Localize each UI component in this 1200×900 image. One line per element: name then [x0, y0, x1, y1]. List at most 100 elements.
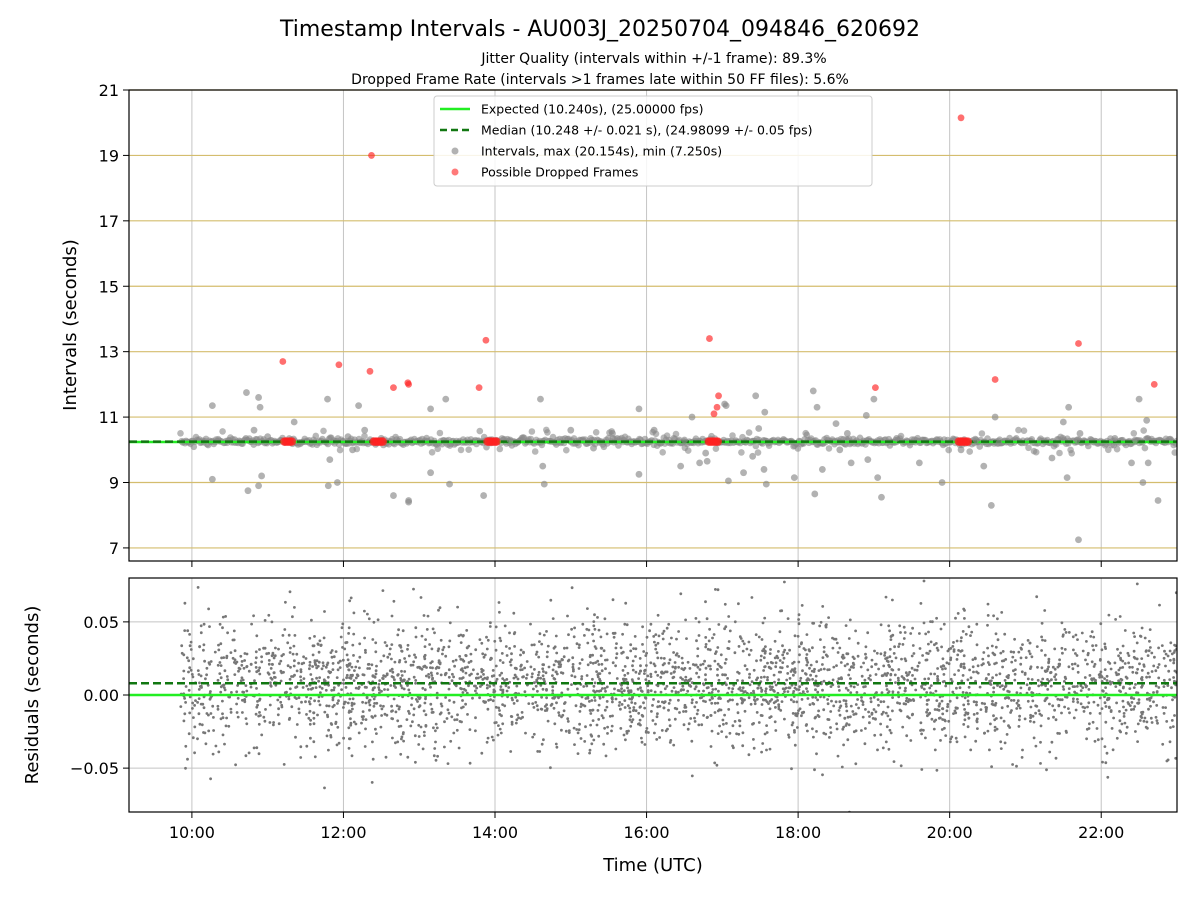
- residual-point: [341, 646, 344, 649]
- residual-point: [731, 687, 735, 691]
- residual-point: [1051, 704, 1055, 708]
- residual-point: [925, 703, 929, 706]
- dropped-frame-cluster-point: [963, 437, 973, 446]
- interval-outlier-point: [980, 462, 988, 470]
- interval-point: [752, 442, 760, 450]
- residual-point: [949, 647, 953, 650]
- residual-point: [227, 724, 231, 728]
- residual-point: [1049, 684, 1053, 688]
- residual-point: [435, 726, 439, 730]
- residual-point: [887, 747, 891, 751]
- residual-point: [313, 755, 317, 759]
- residual-point: [1101, 689, 1105, 693]
- residual-point: [585, 627, 589, 631]
- residual-point: [455, 718, 459, 721]
- interval-outlier-point: [324, 482, 332, 490]
- residual-point: [633, 702, 637, 705]
- residual-point: [313, 659, 317, 662]
- residual-point: [1149, 716, 1153, 720]
- residual-point: [901, 725, 905, 729]
- residual-point: [409, 724, 413, 728]
- residual-point: [993, 662, 996, 666]
- residual-point: [1168, 678, 1172, 681]
- residual-point: [286, 641, 290, 645]
- residual-point: [838, 646, 842, 650]
- residual-point: [1090, 677, 1093, 681]
- residual-point: [789, 698, 793, 702]
- residual-point: [754, 633, 758, 637]
- interval-outlier-point: [1154, 497, 1162, 504]
- residual-point: [762, 698, 765, 702]
- residual-point: [717, 678, 721, 682]
- residual-point: [774, 661, 778, 665]
- residual-point: [684, 675, 688, 679]
- residual-point: [219, 642, 223, 646]
- residual-point: [517, 716, 520, 720]
- residual-point: [494, 705, 498, 709]
- residual-point: [1029, 713, 1032, 717]
- residual-point: [1168, 649, 1172, 653]
- residual-point: [354, 722, 358, 726]
- residual-point: [525, 676, 528, 680]
- residual-point: [483, 653, 487, 657]
- intervals-ytick-label-0: 7: [109, 539, 119, 558]
- residual-point: [308, 664, 312, 667]
- residual-point: [507, 686, 511, 689]
- residual-point: [407, 688, 411, 692]
- residual-point: [701, 662, 705, 666]
- residual-point: [1132, 649, 1136, 653]
- residual-point: [329, 651, 333, 654]
- residual-point: [793, 667, 797, 671]
- residual-point: [588, 751, 591, 755]
- residual-point: [424, 638, 427, 641]
- residual-point: [297, 711, 301, 715]
- residual-point: [1000, 659, 1004, 663]
- residual-point: [918, 647, 922, 650]
- residual-point: [1086, 662, 1089, 666]
- residual-point: [567, 731, 571, 734]
- residual-point: [233, 658, 237, 662]
- residual-point: [988, 663, 991, 666]
- residual-point: [860, 729, 863, 732]
- residual-point: [396, 740, 400, 744]
- residual-point: [583, 704, 587, 708]
- interval-outlier-point: [813, 403, 821, 411]
- residual-point: [588, 700, 591, 703]
- residual-point: [1171, 725, 1175, 728]
- residual-point: [232, 638, 236, 642]
- residual-point: [522, 650, 525, 654]
- residual-point: [583, 740, 587, 743]
- residual-point: [505, 689, 509, 693]
- residual-point: [379, 704, 382, 708]
- residual-point: [179, 705, 183, 708]
- residual-point: [539, 676, 542, 680]
- residual-point: [488, 625, 492, 628]
- residual-point: [724, 658, 728, 661]
- residual-point: [437, 608, 440, 612]
- residual-point: [193, 725, 197, 729]
- residual-point: [643, 669, 646, 673]
- residual-point: [577, 728, 581, 732]
- residual-point: [1115, 701, 1118, 705]
- residual-point: [501, 690, 505, 694]
- residual-point: [840, 655, 844, 659]
- residual-point: [882, 710, 885, 714]
- residual-point: [595, 723, 599, 727]
- residual-point: [813, 768, 816, 772]
- residual-point: [639, 664, 642, 668]
- residual-point: [591, 661, 595, 665]
- residual-point: [578, 710, 582, 713]
- residual-point: [1075, 685, 1079, 688]
- residual-point: [706, 647, 710, 651]
- residual-point: [697, 634, 701, 637]
- residual-point: [217, 648, 221, 652]
- residual-point: [236, 696, 240, 700]
- residual-point: [842, 743, 845, 747]
- residual-point: [240, 663, 244, 667]
- residual-point: [327, 704, 331, 708]
- residual-point: [757, 635, 761, 639]
- residual-point: [868, 715, 871, 718]
- residual-point: [552, 696, 556, 700]
- residual-point: [358, 666, 361, 670]
- residual-point: [1050, 678, 1053, 682]
